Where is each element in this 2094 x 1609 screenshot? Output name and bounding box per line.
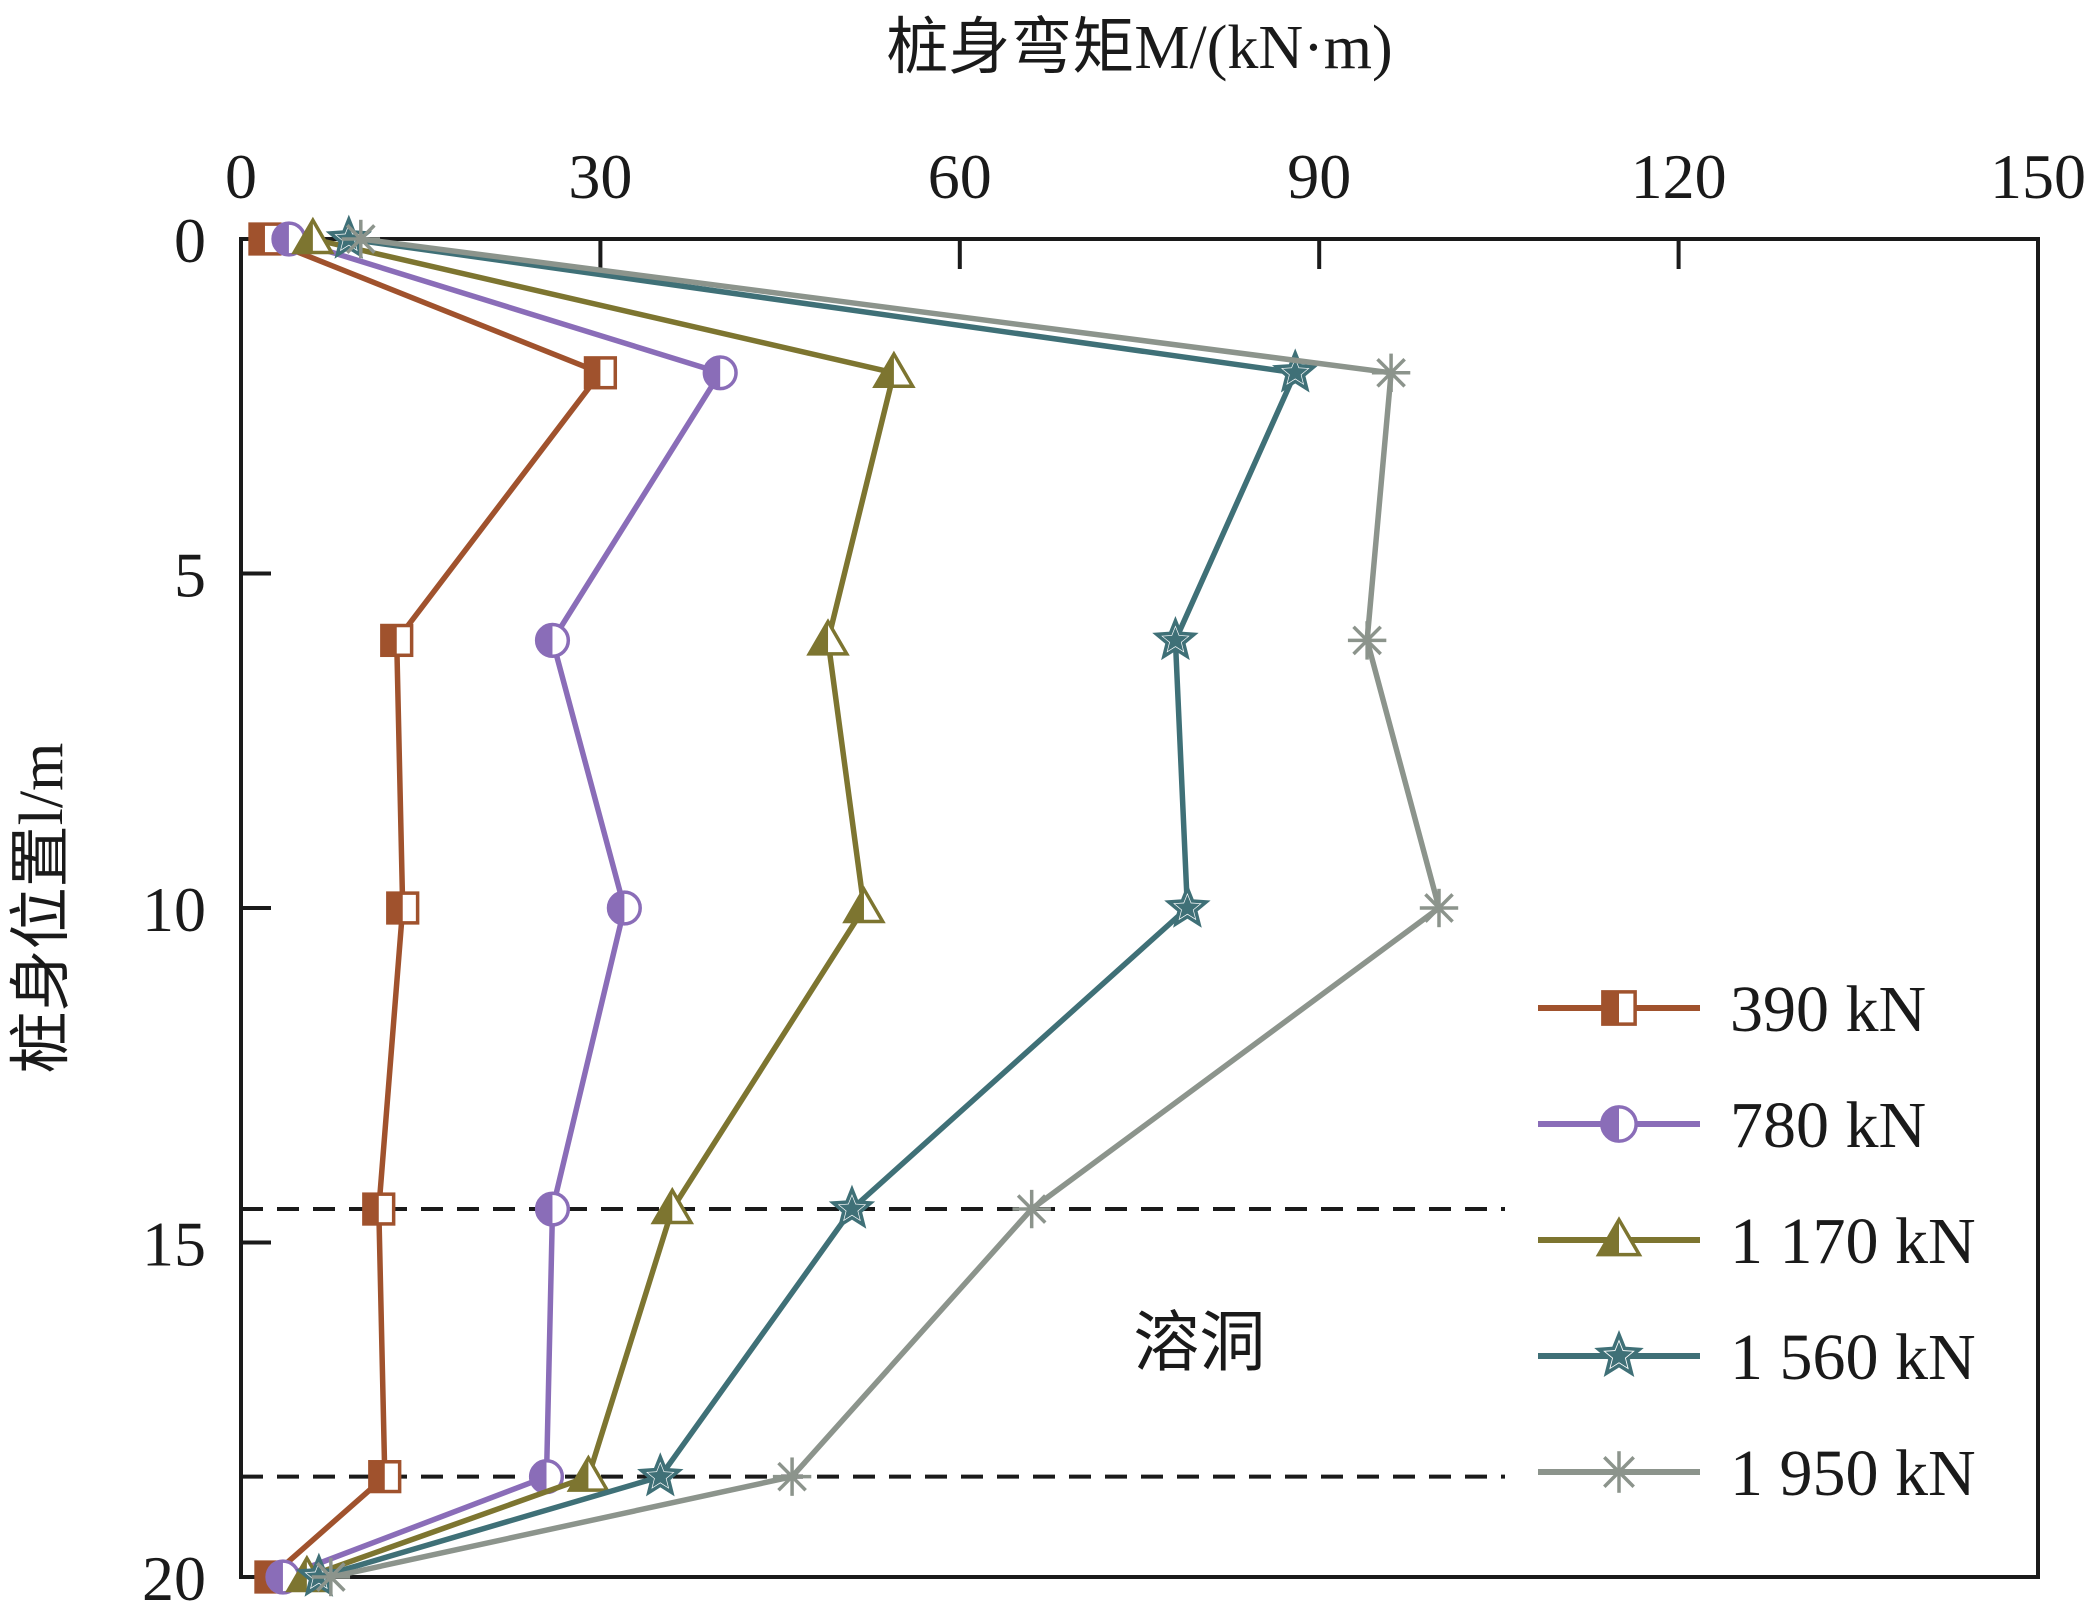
series-line xyxy=(330,236,1442,1580)
y-axis-ticks: 0 5 10 15 20 xyxy=(142,205,271,1609)
annotation-layer: 溶洞 xyxy=(1133,1307,1265,1380)
x-tick-label: 90 xyxy=(1287,141,1351,212)
data-point xyxy=(368,1460,402,1494)
data-point xyxy=(534,1191,571,1227)
cave-boundary-lines xyxy=(241,1207,1505,1479)
data-point xyxy=(386,891,420,925)
legend-item: 780 kN xyxy=(1538,1089,1926,1162)
legend-item: 1 560 kN xyxy=(1538,1321,1976,1394)
series-0 xyxy=(248,222,618,1594)
cave-annotation: 溶洞 xyxy=(1133,1307,1265,1380)
legend-label: 1 560 kN xyxy=(1730,1321,1976,1394)
data-point xyxy=(772,1457,812,1496)
legend-item: 390 kN xyxy=(1538,973,1926,1046)
data-point xyxy=(1601,990,1637,1026)
legend: 390 kN 780 kN 1 170 kN 1 560 kN 1 950 kN xyxy=(1538,973,1976,1510)
legend-item: 1 170 kN xyxy=(1538,1205,1976,1278)
data-point xyxy=(1598,1451,1640,1493)
data-point xyxy=(380,623,414,658)
legend-label: 390 kN xyxy=(1730,973,1926,1046)
x-tick-label: 0 xyxy=(225,141,257,212)
y-tick-label: 20 xyxy=(142,1543,206,1609)
data-point xyxy=(1595,1216,1643,1257)
data-point xyxy=(872,350,916,389)
series-4 xyxy=(311,219,1459,1597)
legend-label: 780 kN xyxy=(1730,1089,1926,1162)
data-point xyxy=(528,1459,565,1495)
data-point xyxy=(1347,621,1387,660)
data-point xyxy=(806,618,850,656)
data-point xyxy=(1594,1329,1644,1378)
y-tick-label: 5 xyxy=(174,540,206,611)
data-point xyxy=(1371,353,1411,392)
data-point xyxy=(702,355,738,391)
data-point xyxy=(291,216,335,255)
data-point xyxy=(1272,348,1319,393)
data-point xyxy=(828,1184,876,1229)
x-tick-label: 120 xyxy=(1631,141,1727,212)
legend-label: 1 950 kN xyxy=(1730,1437,1976,1510)
data-point xyxy=(1164,883,1211,928)
data-point xyxy=(1600,1105,1638,1143)
x-tick-label: 150 xyxy=(1990,141,2086,212)
legend-item: 1 950 kN xyxy=(1538,1437,1976,1510)
data-point xyxy=(650,1186,695,1225)
x-tick-label: 30 xyxy=(568,141,632,212)
data-point xyxy=(583,356,618,390)
data-point xyxy=(534,622,571,658)
data-point xyxy=(637,1452,684,1497)
data-point xyxy=(1419,888,1459,928)
y-tick-label: 0 xyxy=(174,205,206,276)
series-layer xyxy=(248,214,1459,1597)
data-point xyxy=(606,890,642,926)
data-point xyxy=(1012,1189,1051,1229)
data-point xyxy=(842,885,886,924)
data-point xyxy=(1152,616,1199,661)
series-line xyxy=(281,236,723,1580)
y-axis-title: 桩身位置l/m xyxy=(8,743,76,1074)
x-axis-ticks: 0 30 60 90 120 150 xyxy=(225,141,2086,269)
y-tick-label: 15 xyxy=(142,1209,206,1280)
data-point xyxy=(311,1557,351,1597)
y-tick-label: 10 xyxy=(142,874,206,945)
data-point xyxy=(362,1192,396,1226)
series-1 xyxy=(265,221,738,1595)
series-3 xyxy=(295,214,1319,1597)
x-tick-label: 60 xyxy=(928,141,992,212)
legend-label: 1 170 kN xyxy=(1730,1205,1976,1278)
data-point xyxy=(566,1454,611,1492)
x-axis-title: 桩身弯矩M/(kN·m) xyxy=(886,14,1392,82)
data-point xyxy=(341,219,380,259)
